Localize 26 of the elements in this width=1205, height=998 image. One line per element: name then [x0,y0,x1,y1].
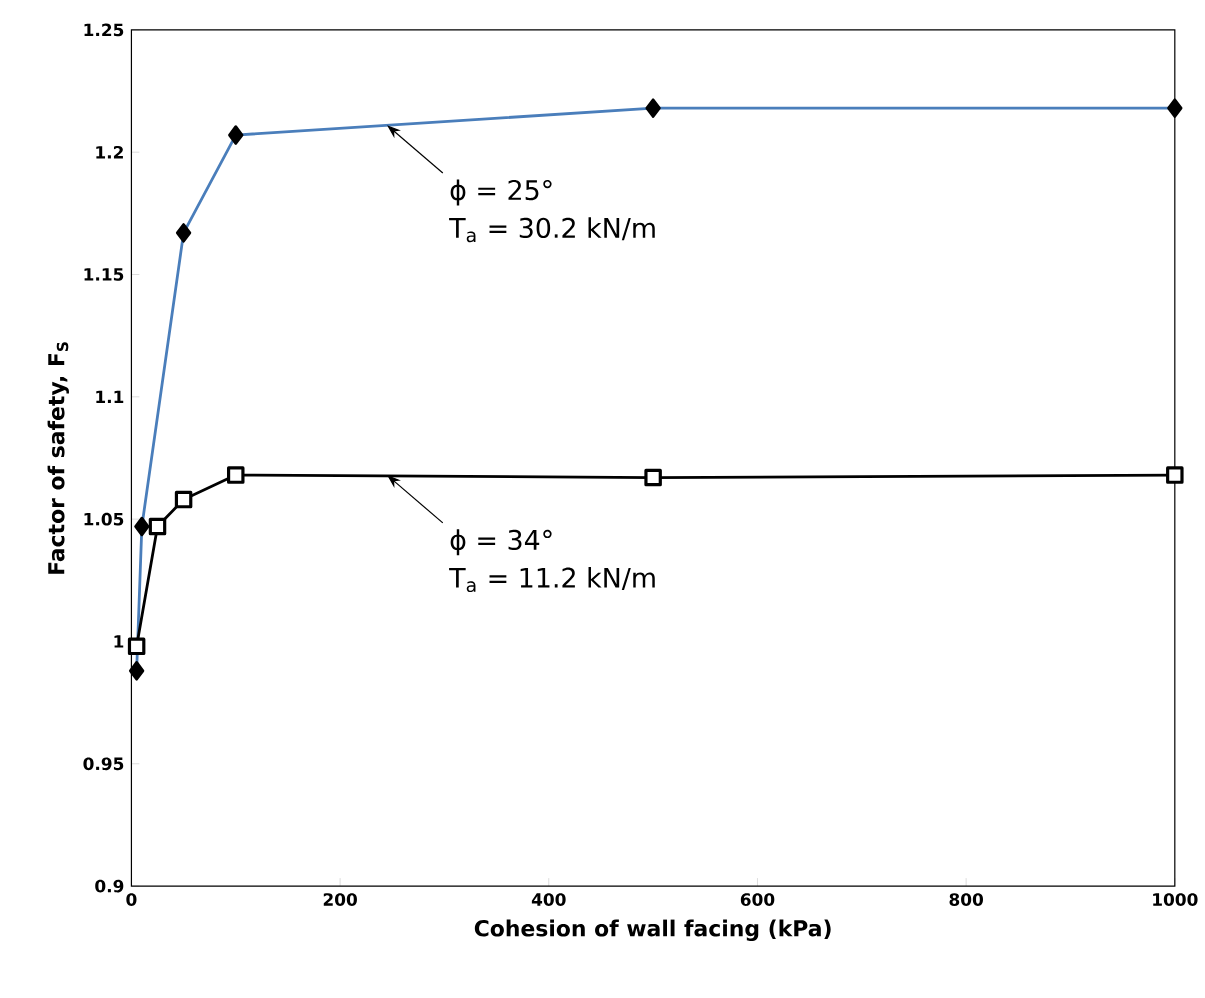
annotation: T$_{a}$ = 30.2 kN/m [449,217,655,243]
x-tick-label: 0 [126,893,137,907]
annotation: T$_{a}$ = 11.2 kN/m [449,567,655,593]
x-tick-label: 1000 [1153,893,1198,907]
y-tick-label: 1.1 [96,390,124,404]
annotation: ϕ = 34° [450,529,552,556]
y-tick-label: 0.95 [83,757,124,771]
point [226,466,245,485]
y-tick-label: 1 [114,635,124,648]
x-tick-label: 400 [531,893,566,907]
x-tick-label: 200 [323,893,357,907]
x-tick-label: 600 [740,893,775,907]
point [644,468,662,487]
y-tick-label: 1.15 [84,268,124,281]
y-tick-label: 0.9 [95,879,124,893]
y-axis-title: Factor of safety, F$_{S}$ [47,342,69,575]
x-tick-label: 800 [949,893,983,907]
y-tick-label: 1.2 [96,146,123,159]
y-tick-label: 1.05 [84,512,124,526]
annotation: ϕ = 25° [450,179,552,206]
y-tick-label: 1.25 [84,23,124,37]
point [1166,466,1184,485]
x-axis-title: Cohesion of wall facing (kPa) [474,919,831,942]
point [127,637,146,656]
point [148,517,167,536]
point [174,491,193,509]
